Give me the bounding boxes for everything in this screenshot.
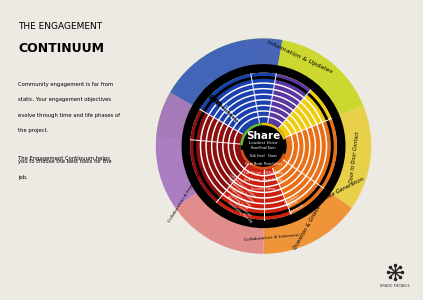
- Text: Share: Share: [247, 131, 280, 141]
- Text: Collaboration & Improvement: Collaboration & Improvement: [167, 166, 205, 223]
- Wedge shape: [240, 123, 262, 146]
- Wedge shape: [200, 73, 276, 134]
- Wedge shape: [268, 74, 311, 128]
- Text: Advisory Committee: Advisory Committee: [226, 195, 252, 218]
- Text: Idea Generation: Idea Generation: [323, 177, 365, 201]
- Text: job.: job.: [18, 175, 27, 180]
- Text: Submission: Submission: [288, 202, 305, 214]
- Text: Drop Boxes    Social Sharing: Drop Boxes Social Sharing: [244, 178, 283, 182]
- Text: Listen: Listen: [216, 101, 242, 126]
- Text: Loudest Voice: Loudest Voice: [249, 141, 278, 145]
- Text: THE ENGAGEMENT: THE ENGAGEMENT: [18, 22, 102, 31]
- Text: Bulk Email    Shows: Bulk Email Shows: [250, 154, 277, 158]
- Text: the project.: the project.: [18, 128, 48, 134]
- Text: Consultation Analysis: Consultation Analysis: [210, 96, 241, 125]
- Wedge shape: [193, 76, 334, 216]
- Text: Social Media  Photo Gallery: Social Media Photo Gallery: [245, 162, 282, 166]
- Wedge shape: [205, 88, 322, 204]
- Wedge shape: [240, 123, 287, 169]
- Text: Door to Door Contact: Door to Door Contact: [349, 131, 360, 183]
- Text: Information & Updates: Information & Updates: [266, 39, 333, 74]
- Wedge shape: [261, 123, 286, 140]
- Wedge shape: [190, 110, 249, 202]
- Text: Petition: Petition: [288, 199, 300, 208]
- Wedge shape: [228, 110, 299, 182]
- Wedge shape: [200, 82, 327, 210]
- Text: The Engagement Continuum helps: The Engagement Continuum helps: [18, 156, 110, 161]
- Wedge shape: [324, 106, 371, 208]
- Text: Collaborative & Informed: Collaborative & Informed: [244, 233, 299, 242]
- Text: you to choose the best tools for the: you to choose the best tools for the: [18, 160, 112, 164]
- Text: Deputation: Deputation: [284, 194, 300, 205]
- Text: Question & Grieve: Question & Grieve: [292, 204, 321, 250]
- Wedge shape: [222, 105, 305, 188]
- Wedge shape: [190, 74, 259, 144]
- Text: News/Email Blasts: News/Email Blasts: [251, 146, 276, 150]
- Wedge shape: [175, 188, 264, 254]
- Text: Collaborative Design: Collaborative Design: [226, 184, 252, 208]
- Text: Document Library: Document Library: [251, 187, 276, 190]
- Wedge shape: [211, 94, 316, 199]
- Text: CONTINUUM: CONTINUUM: [18, 42, 104, 55]
- Text: evolve through time and life phases of: evolve through time and life phases of: [18, 113, 120, 118]
- Wedge shape: [194, 77, 333, 215]
- Wedge shape: [251, 73, 332, 137]
- Wedge shape: [241, 150, 286, 169]
- Text: Pub. Notices  LED/Pull Quote: Pub. Notices LED/Pull Quote: [244, 170, 283, 174]
- Wedge shape: [181, 64, 346, 228]
- Text: Collaborative Evaluation: Collaborative Evaluation: [228, 172, 257, 198]
- Wedge shape: [216, 164, 291, 220]
- Wedge shape: [272, 118, 337, 214]
- Wedge shape: [156, 40, 251, 140]
- Text: static. Your engagement objectives: static. Your engagement objectives: [18, 98, 111, 103]
- Wedge shape: [156, 92, 203, 208]
- Text: Community Meeting: Community Meeting: [226, 201, 252, 224]
- Wedge shape: [264, 188, 352, 254]
- Text: Consultation Report: Consultation Report: [208, 94, 236, 121]
- Text: Community engagement is far from: Community engagement is far from: [18, 82, 113, 87]
- Wedge shape: [217, 99, 310, 193]
- Wedge shape: [170, 38, 282, 110]
- Text: Learn: Learn: [199, 85, 223, 109]
- Text: BRAND MÉTABLE: BRAND MÉTABLE: [380, 284, 410, 288]
- Wedge shape: [233, 116, 294, 176]
- Text: Collaborative Planning: Collaborative Planning: [227, 178, 255, 203]
- Wedge shape: [245, 38, 363, 118]
- Text: Working Group: Working Group: [229, 193, 249, 210]
